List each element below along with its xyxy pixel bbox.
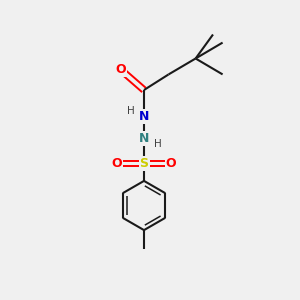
- Text: N: N: [139, 110, 149, 123]
- Text: O: O: [166, 157, 176, 170]
- Text: H: H: [154, 139, 161, 149]
- Text: O: O: [112, 157, 122, 170]
- Text: O: O: [115, 63, 126, 76]
- Text: H: H: [127, 106, 134, 116]
- Text: N: N: [139, 132, 149, 145]
- Text: S: S: [140, 157, 148, 170]
